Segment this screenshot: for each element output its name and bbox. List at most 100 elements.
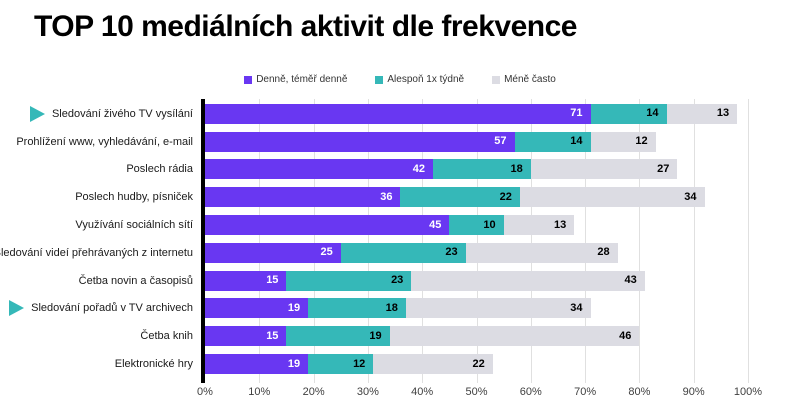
- legend-swatch-weekly-icon: [375, 75, 384, 84]
- category-label-cell: Poslech rádia: [0, 163, 201, 175]
- chart-rows: Sledování živého TV vysílání 71 14 13 Prohlí…: [0, 100, 748, 378]
- bar-segment: 43: [411, 270, 645, 291]
- bar-value-label: 43: [624, 274, 637, 287]
- x-tick-label: 50%: [465, 386, 488, 398]
- x-axis: 0% 10% 20% 30% 40% 50% 60% 70% 80% 90% 100%: [197, 386, 762, 400]
- category-label-cell: Prohlížení www, vyhledávání, e-mail: [0, 136, 201, 148]
- bar-value-label: 23: [445, 246, 458, 259]
- chart-row: Sledování živého TV vysílání 71 14 13: [0, 100, 748, 128]
- bar-segment: 13: [503, 215, 575, 236]
- stacked-bar: 45 10 13: [205, 215, 748, 236]
- bar-segment: 19: [205, 354, 309, 375]
- legend-swatch-daily-icon: [244, 75, 253, 84]
- bar-value-label: 14: [570, 135, 583, 148]
- bar-segment: 12: [308, 354, 374, 375]
- gridline: [422, 99, 424, 383]
- category-label: Četba knih: [140, 330, 193, 343]
- bar-value-label: 13: [553, 218, 567, 231]
- bar-segment: 18: [433, 159, 531, 180]
- bar-value-label: 12: [635, 135, 648, 148]
- bar-value-label: 34: [684, 190, 697, 203]
- category-label: Sledování pořadů v TV archivech: [31, 302, 193, 315]
- x-tick-label: 70%: [574, 386, 597, 398]
- chart-row: Četba novin a časopisů 15 23 43: [0, 267, 748, 295]
- bar-segment: 14: [514, 131, 591, 152]
- bar-value-label: 18: [385, 301, 398, 314]
- legend-item-weekly: Alespoň 1x týdně: [375, 74, 464, 85]
- bar-segment: 15: [205, 326, 287, 347]
- category-label-cell: Elektronické hry: [0, 358, 201, 370]
- bar-value-label: 10: [483, 218, 496, 231]
- bar-segment: 57: [205, 131, 515, 152]
- x-tick-label: 80%: [628, 386, 651, 398]
- bar-value-label: 34: [570, 301, 583, 314]
- stacked-bar: 15 23 43: [205, 270, 748, 291]
- bar-segment: 22: [373, 354, 493, 375]
- stacked-bar: 25 23 28: [205, 242, 748, 263]
- bar-segment: 10: [449, 215, 504, 236]
- category-label: Sledování videí přehrávaných z internetu: [0, 246, 193, 259]
- chart-row: Sledování videí přehrávaných z internetu…: [0, 239, 748, 267]
- x-tick-label: 60%: [519, 386, 542, 398]
- chart-row: Sledování pořadů v TV archivech 19 18 34: [0, 295, 748, 323]
- bar-value-label: 42: [412, 162, 426, 175]
- bar-segment: 19: [205, 298, 309, 319]
- x-tick-label: 40%: [411, 386, 434, 398]
- bar-segment: 46: [389, 326, 640, 347]
- chart-row: Četba knih 15 19 46: [0, 322, 748, 350]
- chart-row: Poslech rádia 42 18 27: [0, 156, 748, 184]
- bar-segment: 27: [530, 159, 678, 180]
- bar-segment: 15: [205, 270, 287, 291]
- legend-swatch-rarely-icon: [492, 75, 501, 84]
- x-tick-label: 10%: [248, 386, 271, 398]
- x-tick-label: 100%: [733, 386, 763, 398]
- category-label: Četba novin a časopisů: [78, 274, 193, 287]
- category-label: Sledování živého TV vysílání: [51, 107, 193, 120]
- bar-value-label: 46: [619, 329, 632, 342]
- bar-segment: 71: [205, 103, 591, 124]
- chart-row: Elektronické hry 19 12 22: [0, 350, 748, 378]
- y-axis-line: [201, 99, 205, 383]
- play-icon: [29, 105, 45, 122]
- bar-value-label: 18: [510, 162, 523, 175]
- x-tick-label: 0%: [197, 386, 213, 398]
- category-label-cell: Sledování videí přehrávaných z internetu: [0, 245, 201, 261]
- chart-row: Poslech hudby, písniček 36 22 34: [0, 183, 748, 211]
- bar-value-label: 71: [570, 107, 583, 120]
- bar-value-label: 15: [266, 274, 279, 287]
- bar-segment: 22: [400, 187, 520, 208]
- bar-value-label: 19: [369, 329, 382, 342]
- gridline: [748, 99, 749, 383]
- category-label: Prohlížení www, vyhledávání, e-mail: [16, 135, 193, 148]
- bar-value-label: 14: [646, 107, 659, 120]
- chart-row: Využívání sociálních sítí 45 10 13: [0, 211, 748, 239]
- category-label-cell: Četba novin a časopisů: [0, 275, 201, 287]
- stacked-bar: 57 14 12: [205, 131, 748, 152]
- category-label: Využívání sociálních sítí: [75, 219, 193, 232]
- legend-item-daily: Denně, téměř denně: [244, 74, 347, 85]
- gridline: [367, 99, 369, 383]
- bar-segment: 45: [205, 215, 450, 236]
- bar-segment: 34: [405, 298, 591, 319]
- bar-value-label: 13: [716, 107, 730, 120]
- bar-value-label: 12: [353, 357, 366, 370]
- bar-segment: 25: [205, 242, 341, 263]
- category-label: Poslech hudby, písniček: [75, 191, 193, 204]
- category-label: Elektronické hry: [114, 358, 193, 371]
- stacked-bar: 19 18 34: [205, 298, 748, 319]
- gridline: [313, 99, 315, 383]
- legend: Denně, téměř denně Alespoň 1x týdně Méně…: [0, 74, 800, 85]
- bar-value-label: 22: [499, 190, 512, 203]
- category-label-cell: Sledování živého TV vysílání: [0, 105, 201, 122]
- bar-segment: 42: [205, 159, 434, 180]
- category-label-cell: Sledování pořadů v TV archivech: [0, 300, 201, 317]
- bar-segment: 34: [519, 187, 705, 208]
- bar-value-label: 22: [472, 357, 485, 370]
- category-label-cell: Využívání sociálních sítí: [0, 219, 201, 231]
- stacked-bar: 36 22 34: [205, 187, 748, 208]
- x-tick-label: 90%: [682, 386, 705, 398]
- stacked-bar: 19 12 22: [205, 354, 748, 375]
- gridlines: [205, 99, 749, 383]
- bar-value-label: 45: [429, 218, 442, 231]
- bar-value-label: 15: [266, 329, 279, 342]
